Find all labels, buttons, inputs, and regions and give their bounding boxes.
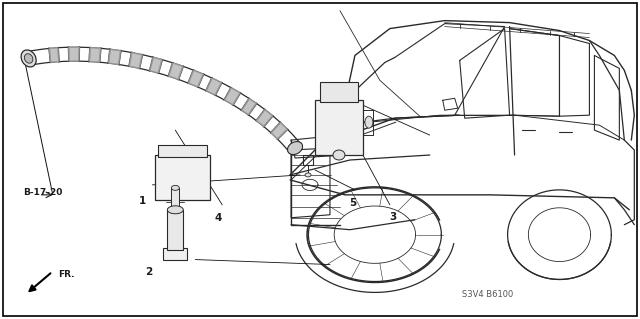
- Bar: [172, 188, 179, 210]
- Polygon shape: [68, 47, 79, 61]
- Bar: [320, 82, 358, 102]
- Polygon shape: [257, 109, 273, 127]
- Ellipse shape: [167, 206, 183, 214]
- Text: B-17-20: B-17-20: [22, 188, 62, 197]
- Ellipse shape: [172, 185, 179, 190]
- Bar: [156, 155, 210, 200]
- Polygon shape: [89, 48, 100, 62]
- Text: 1: 1: [139, 196, 146, 206]
- Ellipse shape: [21, 50, 36, 67]
- Bar: [163, 248, 188, 260]
- Polygon shape: [241, 99, 257, 115]
- Ellipse shape: [305, 173, 311, 177]
- Ellipse shape: [365, 116, 373, 128]
- Text: 5: 5: [349, 198, 356, 208]
- Bar: [315, 100, 363, 155]
- Polygon shape: [206, 78, 221, 95]
- Ellipse shape: [24, 54, 33, 63]
- Polygon shape: [49, 48, 59, 62]
- Polygon shape: [168, 63, 183, 79]
- Text: 4: 4: [214, 213, 222, 223]
- Text: FR.: FR.: [59, 270, 75, 279]
- Polygon shape: [129, 53, 142, 68]
- Polygon shape: [271, 122, 287, 139]
- Text: 2: 2: [145, 267, 152, 277]
- Polygon shape: [224, 88, 240, 105]
- Ellipse shape: [333, 150, 345, 160]
- Text: 3: 3: [389, 212, 396, 222]
- Text: S3V4 B6100: S3V4 B6100: [461, 290, 513, 299]
- Bar: [167, 210, 183, 249]
- Polygon shape: [108, 49, 121, 64]
- Bar: [158, 145, 207, 157]
- Polygon shape: [150, 57, 162, 73]
- Polygon shape: [188, 70, 204, 87]
- Ellipse shape: [287, 142, 303, 155]
